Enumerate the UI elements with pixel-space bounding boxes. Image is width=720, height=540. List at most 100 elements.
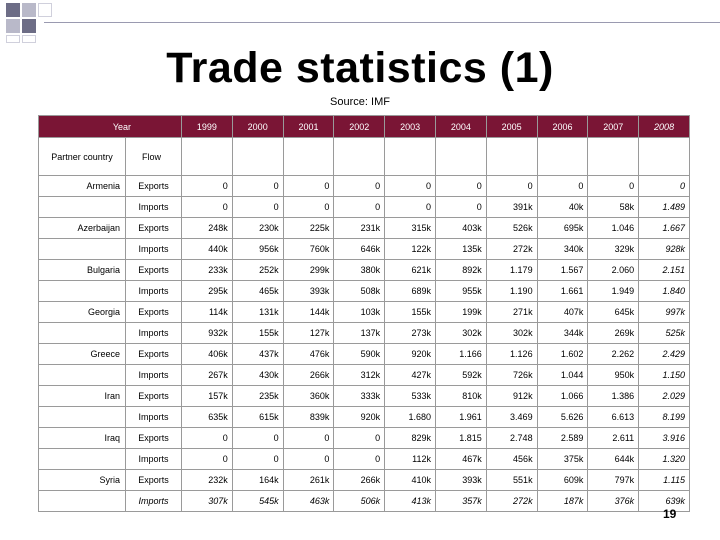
- flow-cell: Exports: [125, 259, 182, 281]
- header-rule: [44, 22, 720, 23]
- value-cell: 551k: [485, 469, 538, 491]
- value-cell: 689k: [384, 280, 436, 302]
- value-cell: 955k: [434, 280, 487, 302]
- value-cell: 0: [434, 196, 487, 218]
- value-cell: 427k: [384, 364, 436, 386]
- value-cell: 333k: [333, 385, 386, 407]
- value-cell: 273k: [384, 322, 436, 344]
- country-cell: Iran: [38, 385, 126, 407]
- value-cell: 508k: [333, 280, 386, 302]
- table-row: Iran Exports 157k 235k 360k 333k 533k 810k 912k 1…: [38, 385, 690, 407]
- value-cell: 302k: [485, 322, 538, 344]
- value-cell: 0: [231, 427, 284, 449]
- flow-cell: Imports: [125, 238, 182, 260]
- year-label: Year: [38, 115, 182, 138]
- value-cell: 635k: [181, 406, 233, 428]
- value-cell: 997k: [638, 301, 690, 323]
- value-cell: 639k: [638, 490, 690, 512]
- value-cell: 476k: [282, 343, 335, 365]
- value-cell: 360k: [282, 385, 335, 407]
- value-cell: 2.429: [638, 343, 690, 365]
- value-cell: 5.626: [536, 406, 589, 428]
- partner-country-label: Partner country: [38, 137, 126, 176]
- value-cell: 131k: [231, 301, 284, 323]
- table-row: Imports 440k 956k 760k 646k 122k 135k 272k 340k 3…: [38, 238, 690, 260]
- value-cell: 0: [231, 196, 284, 218]
- table-row: Bulgaria Exports 233k 252k 299k 380k 621k 892k 1…: [38, 259, 690, 281]
- table-row: Imports 307k 545k 463k 506k 413k 357k 272k 187k 3…: [38, 490, 690, 512]
- value-cell: 0: [181, 196, 233, 218]
- value-cell: 393k: [434, 469, 487, 491]
- value-cell: 2.262: [587, 343, 640, 365]
- value-cell: 376k: [587, 490, 640, 512]
- country-cell: [38, 364, 126, 386]
- value-cell: 695k: [536, 217, 589, 239]
- value-cell: 380k: [333, 259, 386, 281]
- value-cell: 230k: [231, 217, 284, 239]
- value-cell: 1.126: [485, 343, 538, 365]
- country-cell: Georgia: [38, 301, 126, 323]
- country-cell: [38, 406, 126, 428]
- value-cell: 760k: [282, 238, 335, 260]
- value-cell: 0: [282, 175, 335, 197]
- square-shape: [22, 3, 36, 17]
- value-cell: 525k: [638, 322, 690, 344]
- year-header: 2008: [638, 115, 690, 138]
- value-cell: 271k: [485, 301, 538, 323]
- value-cell: 413k: [384, 490, 436, 512]
- value-cell: 1.661: [536, 280, 589, 302]
- value-cell: 272k: [485, 238, 538, 260]
- value-cell: 920k: [384, 343, 436, 365]
- value-cell: 6.613: [587, 406, 640, 428]
- value-cell: 1.190: [485, 280, 538, 302]
- value-cell: 1.840: [638, 280, 690, 302]
- country-cell: [38, 322, 126, 344]
- value-cell: 2.589: [536, 427, 589, 449]
- value-cell: 0: [384, 196, 436, 218]
- value-cell: 344k: [536, 322, 589, 344]
- value-cell: 1.115: [638, 469, 690, 491]
- table-row: Armenia Exports 0 0 0 0 0 0 0 0 0 0: [38, 175, 690, 197]
- value-cell: 403k: [434, 217, 487, 239]
- value-cell: 266k: [282, 364, 335, 386]
- value-cell: 1.166: [434, 343, 487, 365]
- value-cell: 0: [333, 427, 386, 449]
- value-cell: 1.046: [587, 217, 640, 239]
- value-cell: 232k: [181, 469, 233, 491]
- column-label-row: Partner country Flow: [38, 137, 690, 176]
- value-cell: 1.044: [536, 364, 589, 386]
- year-header: 1999: [181, 115, 233, 138]
- source-note: Source: IMF: [330, 96, 390, 108]
- value-cell: 312k: [333, 364, 386, 386]
- flow-cell: Imports: [125, 406, 182, 428]
- value-cell: 272k: [485, 490, 538, 512]
- country-cell: [38, 238, 126, 260]
- flow-cell: Imports: [125, 280, 182, 302]
- value-cell: 592k: [434, 364, 487, 386]
- value-cell: 0: [485, 175, 538, 197]
- value-cell: 1.386: [587, 385, 640, 407]
- flow-cell: Imports: [125, 448, 182, 470]
- value-cell: 114k: [181, 301, 233, 323]
- value-cell: 2.060: [587, 259, 640, 281]
- table-row: Azerbaijan Exports 248k 230k 225k 231k 315k 403…: [38, 217, 690, 239]
- value-cell: 406k: [181, 343, 233, 365]
- value-cell: 1.320: [638, 448, 690, 470]
- value-cell: 615k: [231, 406, 284, 428]
- value-cell: 0: [333, 448, 386, 470]
- year-header-row: Year 1999 2000 2001 2002 2003 2004 2005 …: [38, 115, 690, 138]
- value-cell: 1.567: [536, 259, 589, 281]
- value-cell: 155k: [384, 301, 436, 323]
- value-cell: 3.916: [638, 427, 690, 449]
- value-cell: 950k: [587, 364, 640, 386]
- table-row: Iraq Exports 0 0 0 0 829k 1.815 2.748 2.589 2.611 3…: [38, 427, 690, 449]
- value-cell: 225k: [282, 217, 335, 239]
- value-cell: 340k: [536, 238, 589, 260]
- value-cell: 329k: [587, 238, 640, 260]
- value-cell: 393k: [282, 280, 335, 302]
- value-cell: 463k: [282, 490, 335, 512]
- value-cell: 248k: [181, 217, 233, 239]
- value-cell: 0: [231, 448, 284, 470]
- value-cell: 375k: [536, 448, 589, 470]
- value-cell: 797k: [587, 469, 640, 491]
